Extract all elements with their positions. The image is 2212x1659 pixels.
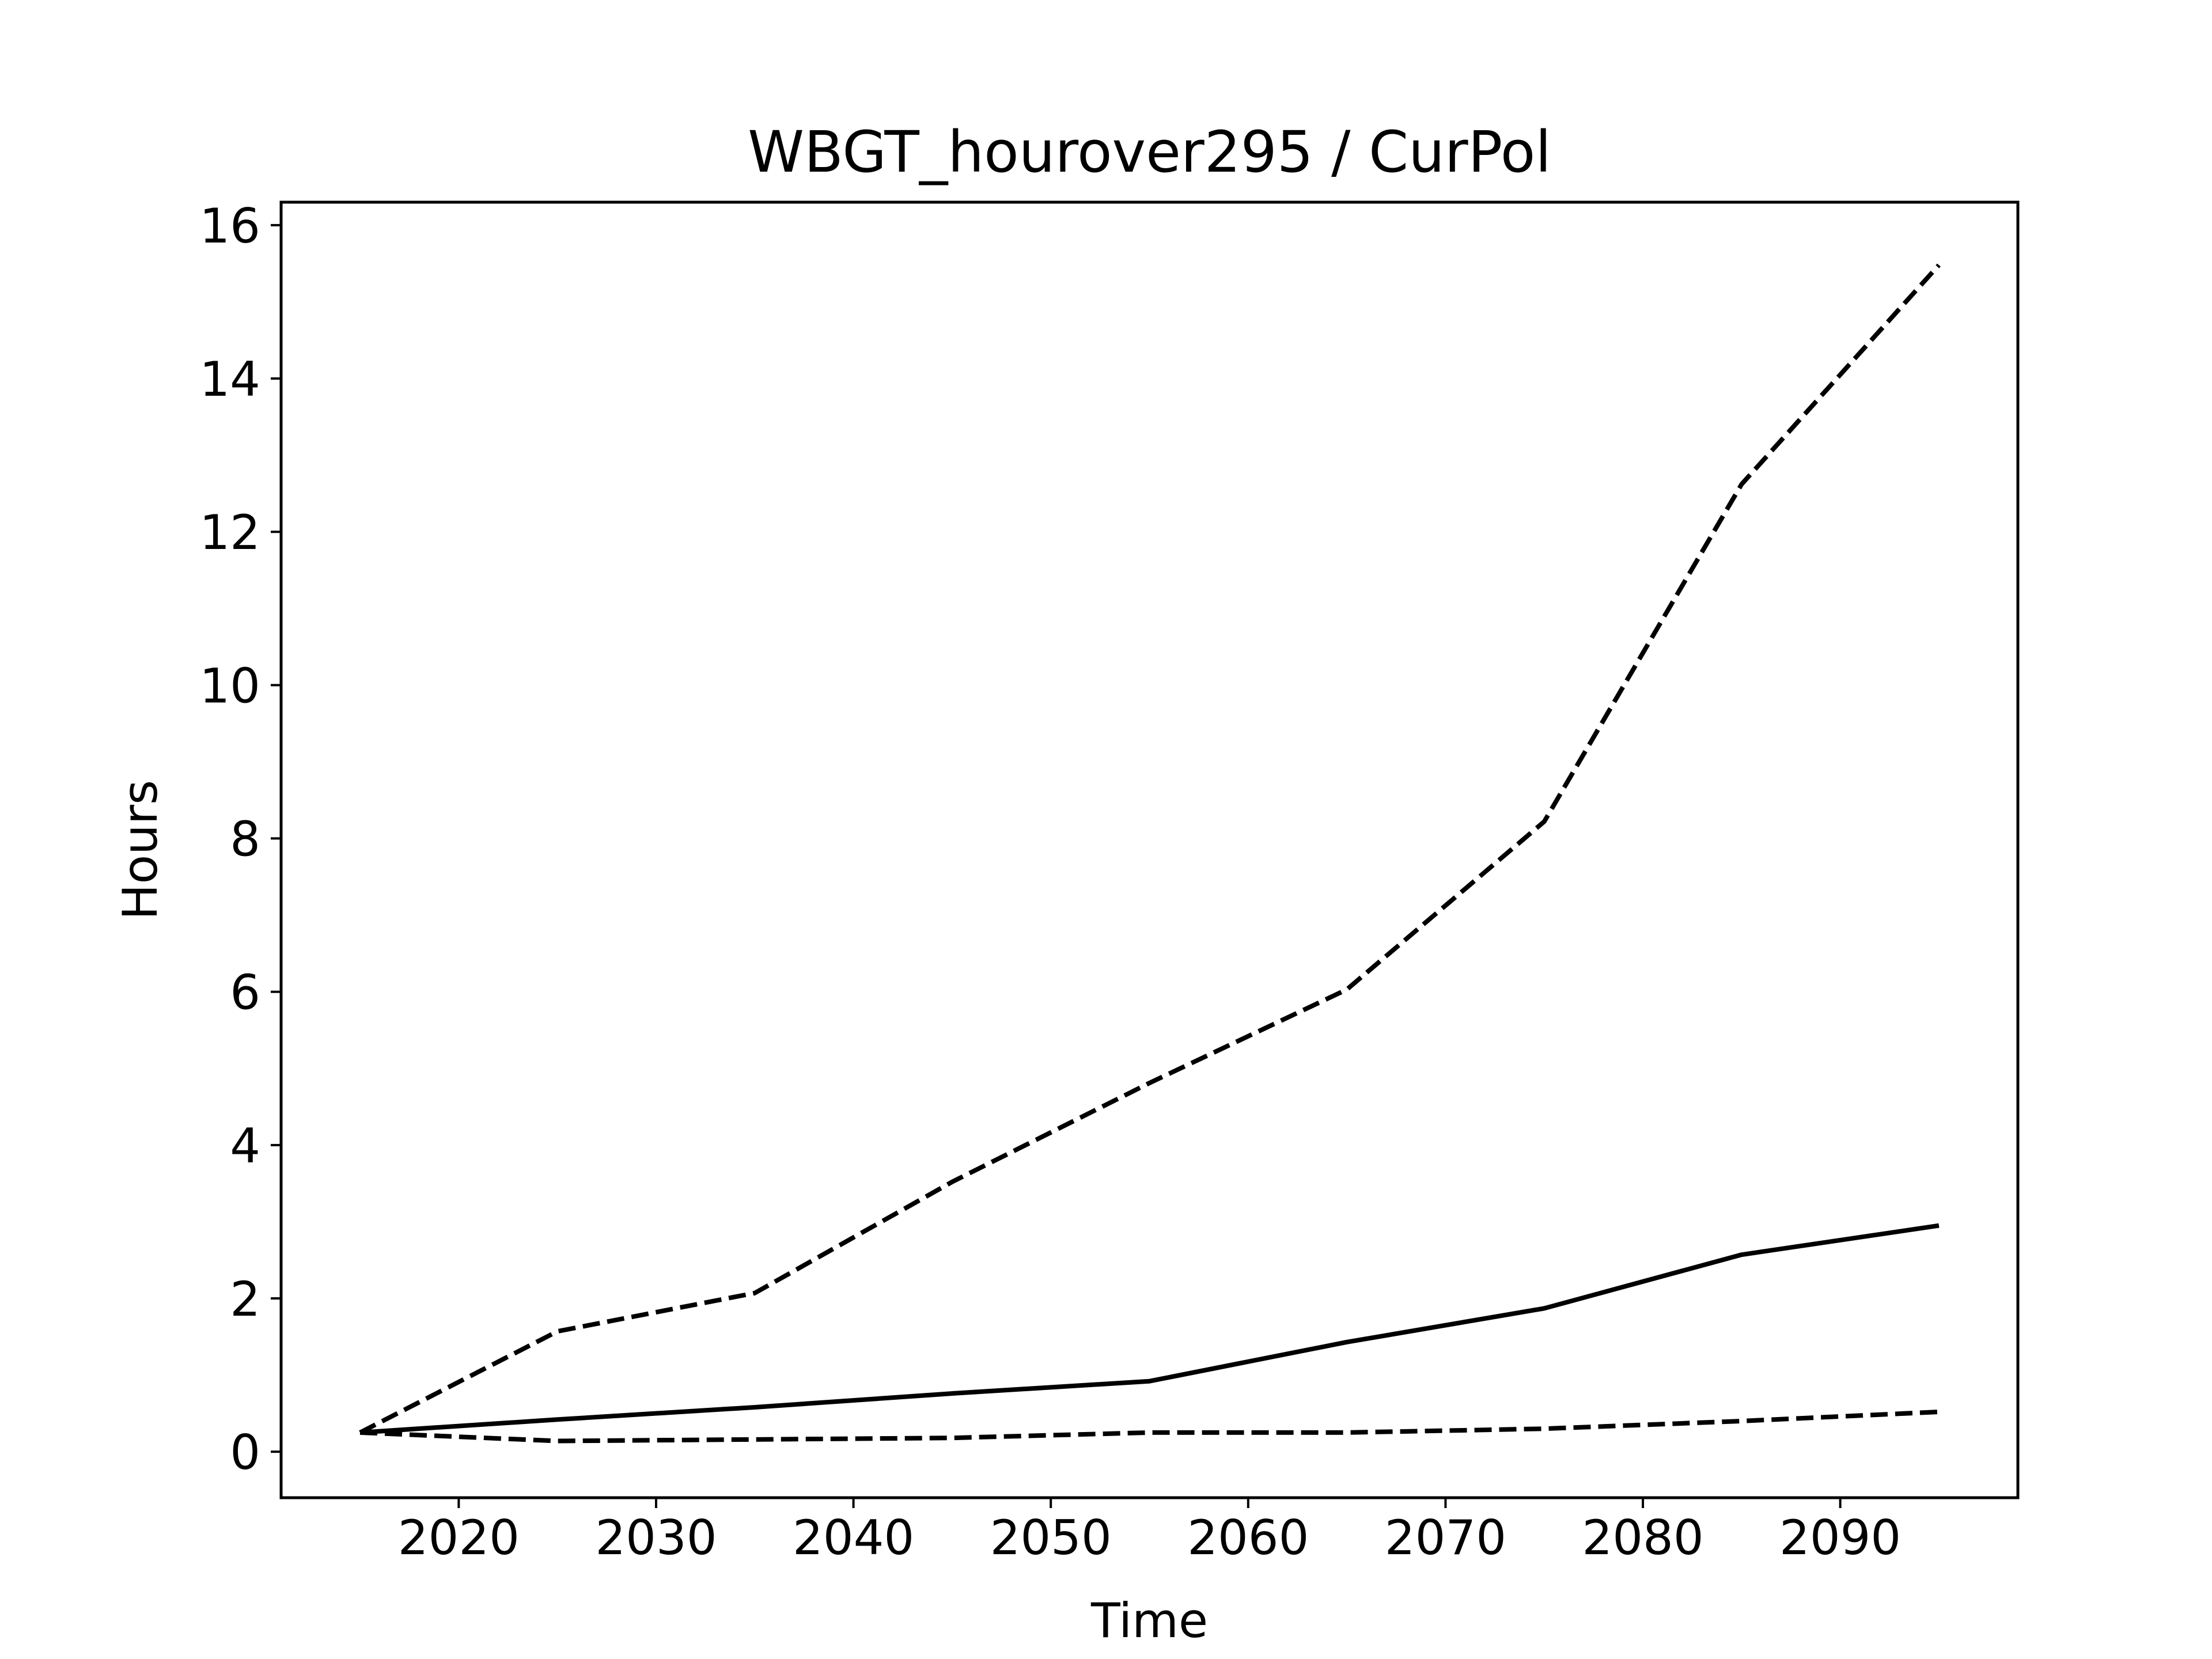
- y-tick-label: 14: [199, 351, 260, 407]
- x-tick-label: 2080: [1582, 1510, 1703, 1566]
- y-axis: 0 2 4 6 8 10 12 14 16: [199, 198, 281, 1480]
- series-line-1: [359, 1223, 1940, 1435]
- x-tick-label: 2090: [1779, 1510, 1901, 1566]
- series-layer: [359, 263, 1941, 1444]
- x-axis-label: Time: [1090, 1593, 1208, 1649]
- series-line-2: [359, 263, 1941, 1435]
- y-tick-label: 4: [230, 1118, 260, 1174]
- y-tick-label: 8: [230, 812, 260, 868]
- x-tick-label: 2040: [793, 1510, 914, 1566]
- x-axis: 2020 2030 2040 2050 2060 2070 2080 2090: [398, 1498, 1901, 1566]
- y-tick-label: 12: [199, 505, 260, 560]
- y-tick-label: 16: [199, 198, 260, 254]
- y-tick-label: 0: [230, 1425, 260, 1480]
- y-tick-label: 6: [230, 965, 260, 1021]
- x-tick-label: 2060: [1187, 1510, 1309, 1566]
- x-tick-label: 2050: [990, 1510, 1112, 1566]
- y-tick-label: 10: [199, 658, 260, 714]
- y-axis-label: Hours: [112, 780, 168, 920]
- x-tick-label: 2070: [1385, 1510, 1506, 1566]
- y-tick-label: 2: [230, 1271, 260, 1327]
- x-tick-label: 2020: [398, 1510, 520, 1566]
- chart-title: WBGT_hourover295 / CurPol: [748, 119, 1551, 185]
- x-tick-label: 2030: [595, 1510, 717, 1566]
- series-line-3: [359, 1409, 1940, 1444]
- plot-frame: [279, 200, 2020, 1499]
